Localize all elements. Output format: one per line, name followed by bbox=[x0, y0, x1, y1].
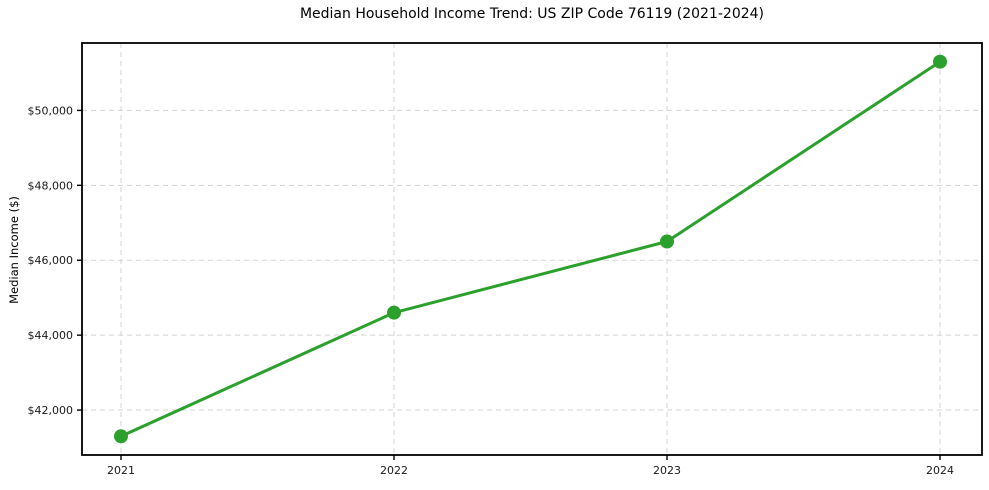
y-tick-label: $46,000 bbox=[28, 254, 74, 267]
y-axis-label: Median Income ($) bbox=[7, 196, 21, 304]
x-tick-label: 2024 bbox=[926, 464, 954, 477]
y-tick-label: $50,000 bbox=[28, 104, 74, 117]
chart-title: Median Household Income Trend: US ZIP Co… bbox=[299, 6, 765, 22]
axis-spines bbox=[81, 42, 983, 456]
data-point bbox=[660, 234, 674, 249]
data-point bbox=[933, 54, 947, 69]
data-point bbox=[387, 305, 401, 320]
x-tick-label: 2023 bbox=[653, 464, 681, 477]
y-tick-label: $48,000 bbox=[28, 179, 74, 192]
y-tick-label: $42,000 bbox=[28, 404, 74, 417]
data-point bbox=[114, 429, 128, 444]
x-tick-label: 2021 bbox=[107, 464, 135, 477]
data-line bbox=[119, 60, 942, 438]
x-tick-label: 2022 bbox=[380, 464, 408, 477]
y-tick-label: $44,000 bbox=[28, 329, 74, 342]
